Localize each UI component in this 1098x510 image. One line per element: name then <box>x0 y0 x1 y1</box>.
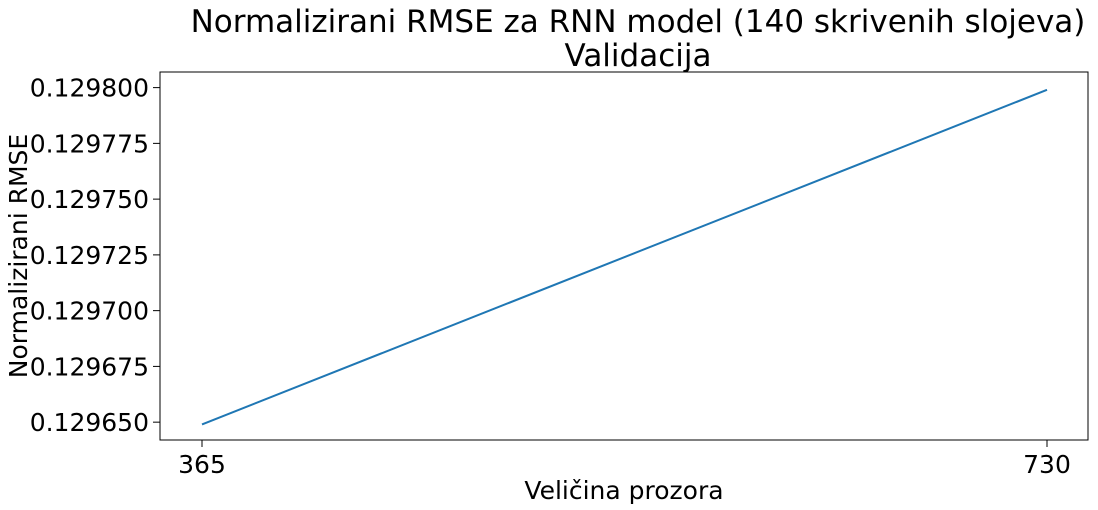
y-tick-label: 0.129800 <box>30 74 149 103</box>
y-tick-label: 0.129725 <box>30 241 149 270</box>
y-tick-label: 0.129700 <box>30 297 149 326</box>
y-tick-label: 0.129750 <box>30 185 149 214</box>
x-tick-label: 730 <box>1023 450 1071 479</box>
series-line <box>201 88 1048 426</box>
y-tick-label: 0.129650 <box>30 408 149 437</box>
x-tick-label: 365 <box>178 450 226 479</box>
y-tick-label: 0.129775 <box>30 129 149 158</box>
series-layer <box>201 88 1048 426</box>
chart-title-line1: Normalizirani RMSE za RNN model (140 skr… <box>191 4 1086 40</box>
x-axis: 365 730 <box>178 440 1071 479</box>
y-tick-label: 0.129675 <box>30 352 149 381</box>
chart-title-line2: Validacija <box>565 38 712 74</box>
y-axis: 0.129650 0.129675 0.129700 0.129725 0.129750… <box>30 74 160 437</box>
y-axis-label: Normalizirani RMSE <box>4 134 33 378</box>
plot-area <box>159 71 1089 441</box>
x-axis-label: Veličina prozora <box>524 476 723 505</box>
